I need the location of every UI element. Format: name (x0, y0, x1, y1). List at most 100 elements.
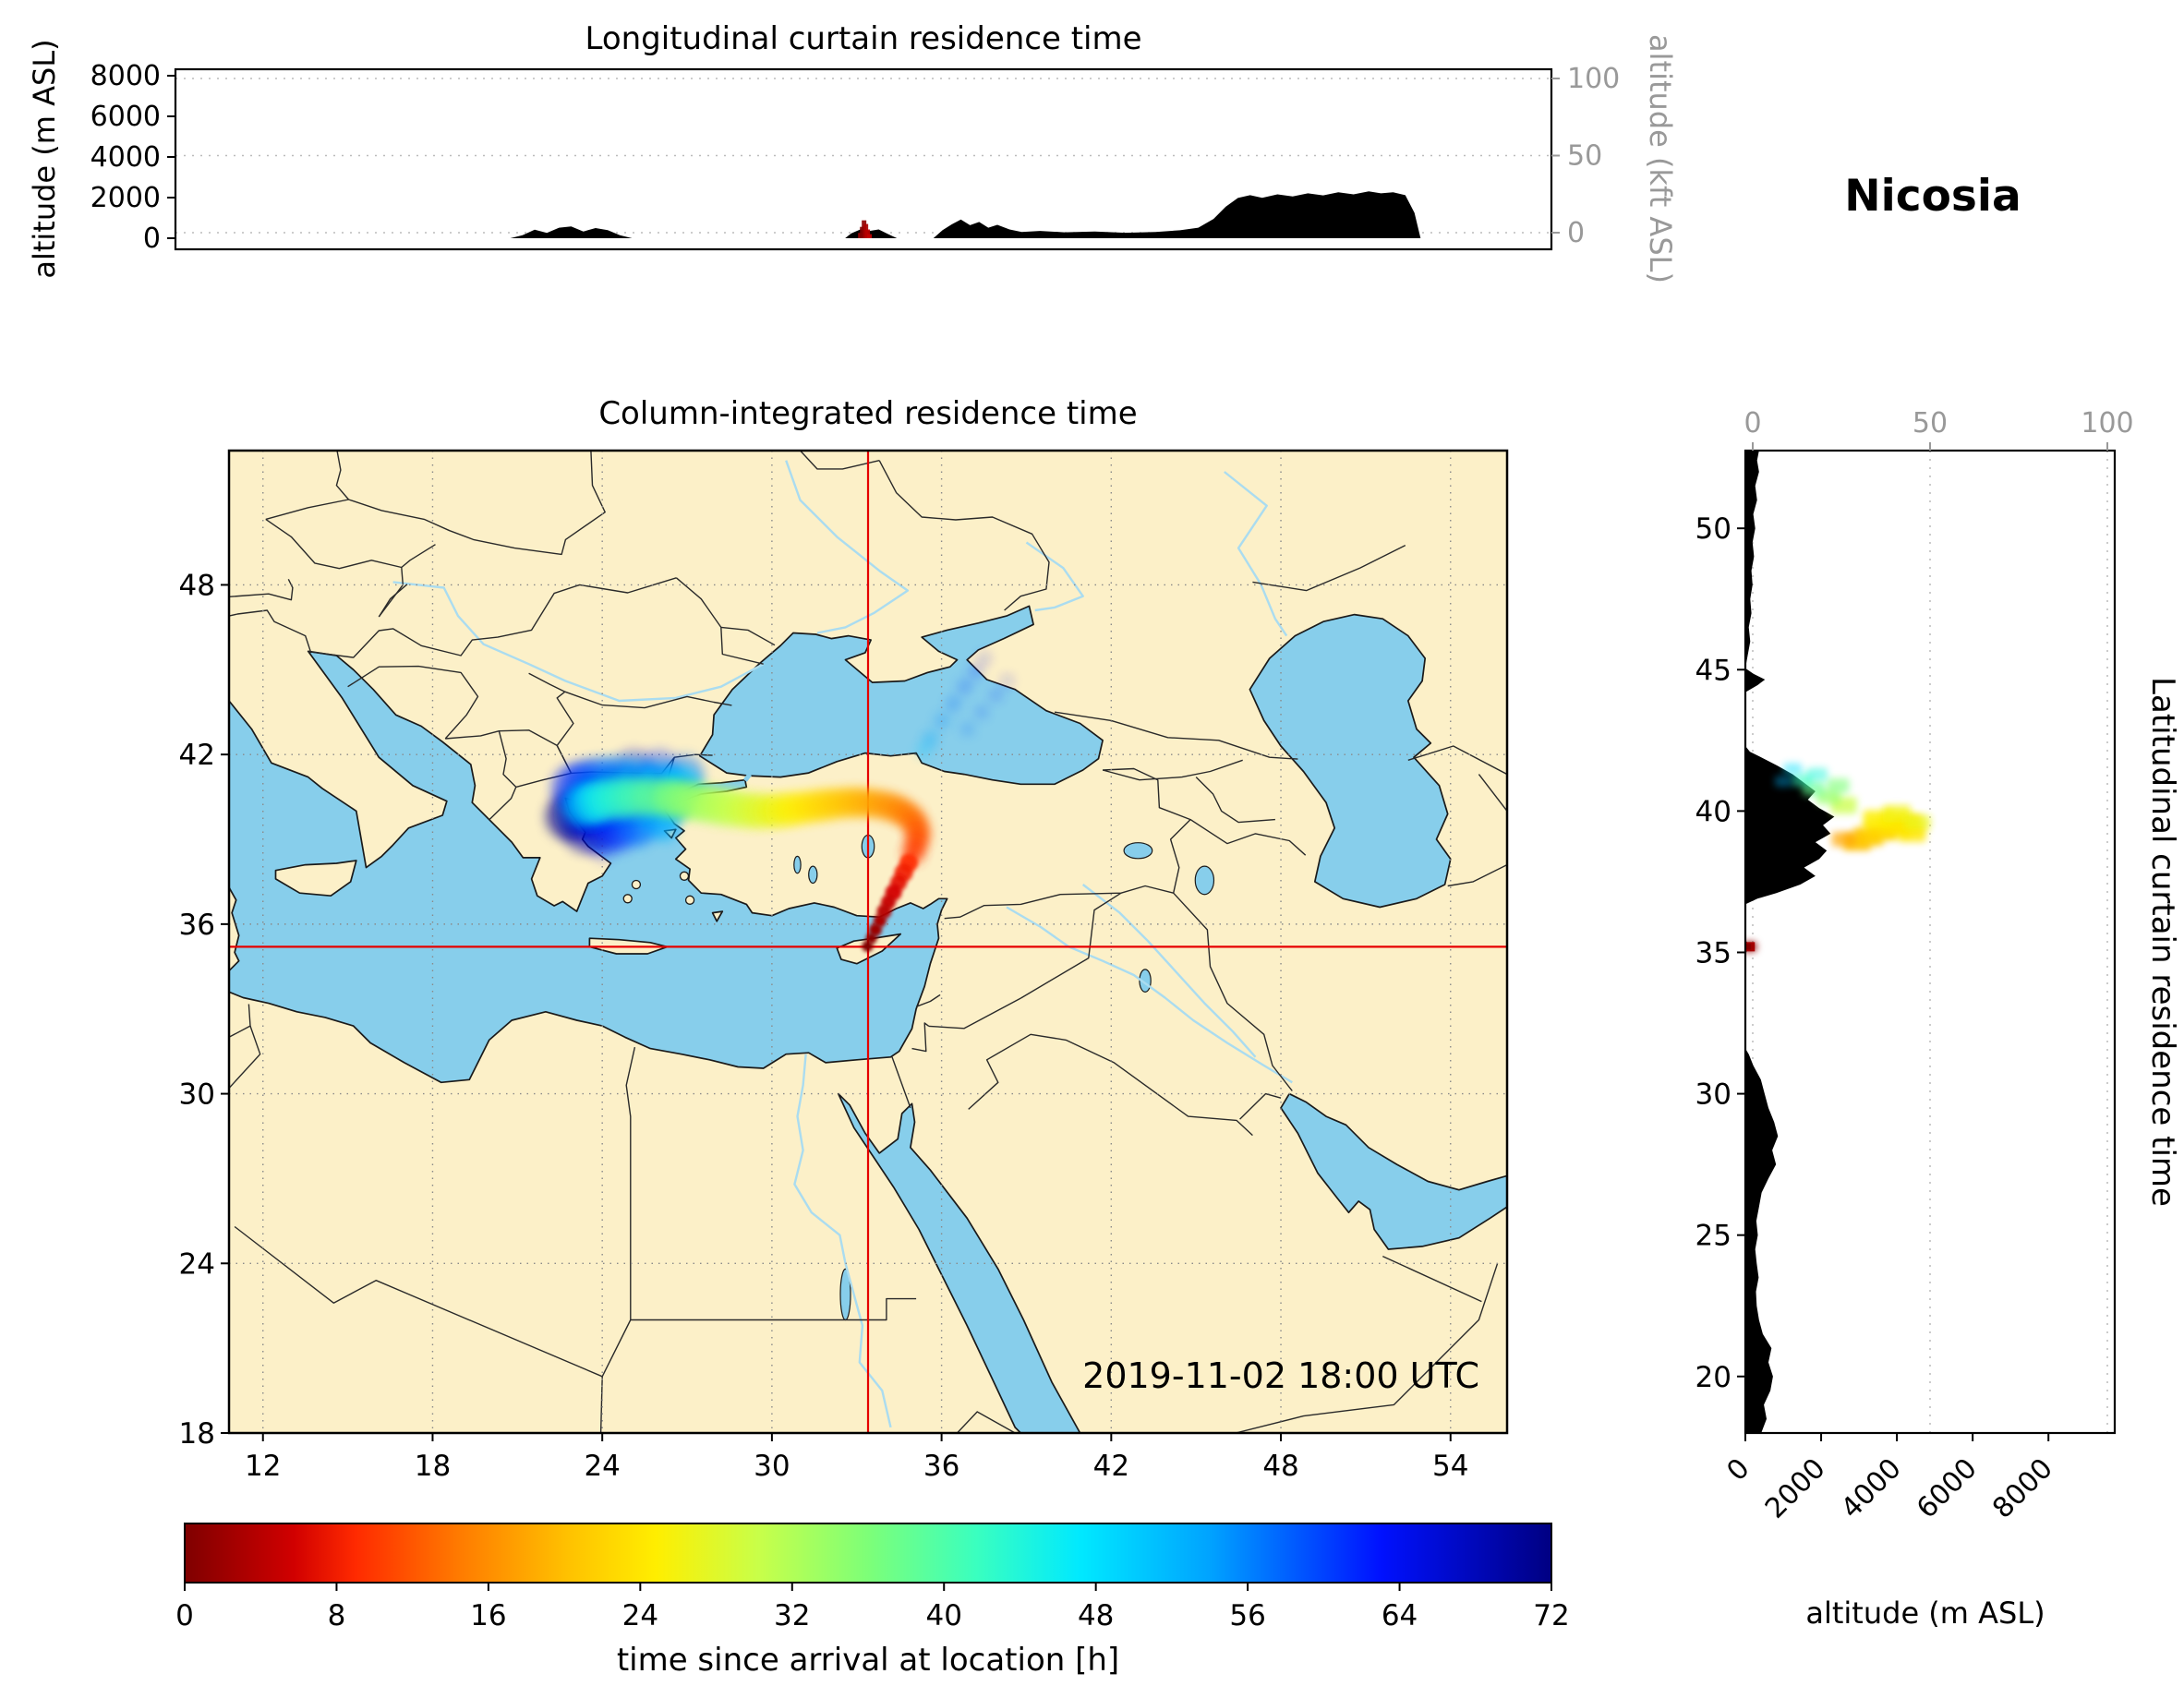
country-border (1020, 892, 1122, 999)
river (785, 460, 910, 634)
tick-label: 20 (1695, 1361, 1732, 1394)
latitudinal-terrain-profile (1745, 451, 1835, 1433)
island-rhodes (711, 910, 724, 922)
tick-label: 64 (1382, 1599, 1418, 1632)
plume-point (935, 713, 950, 729)
country-border (1054, 711, 1298, 760)
country-border (928, 997, 1021, 1030)
country-border (1102, 759, 1243, 781)
island-dot (679, 871, 690, 881)
tick-label: 42 (1093, 1450, 1129, 1483)
curtain-blob (1831, 832, 1856, 848)
tick-label: 36 (179, 909, 215, 942)
latitudinal-terrain-group (1745, 451, 1931, 1433)
river (1224, 471, 1288, 637)
tick-label: 50 (1695, 512, 1732, 546)
tick-label: 25 (1695, 1220, 1732, 1253)
tick-label: 8000 (1986, 1452, 2059, 1525)
tick-label: 45 (1695, 654, 1732, 687)
country-border (1173, 892, 1293, 1091)
country-border (308, 577, 677, 658)
curtain-blob (1775, 776, 1792, 788)
country-border (528, 672, 732, 709)
country-border (1239, 1092, 1282, 1120)
latitudinal-curtain-title: Latitudinal curtain residence time (2144, 677, 2181, 1207)
colorbar-label: time since arrival at location [h] (616, 1642, 1120, 1679)
tick-label: 32 (774, 1599, 810, 1632)
tick-label: 42 (179, 739, 215, 772)
plume-point (960, 722, 974, 736)
longitudinal-curtain-ylabel: altitude (m ASL) (27, 39, 62, 279)
country-border (1195, 777, 1275, 824)
map-panel (229, 451, 1507, 1433)
tick-label: 18 (415, 1450, 451, 1483)
longitudinal-terrain-group (175, 191, 1551, 238)
longitudinal-curtain-ylabel-right: altitude (kft ASL) (1643, 34, 1678, 283)
country-border (229, 1025, 261, 1089)
tick-label: 40 (925, 1599, 961, 1632)
country-border (1235, 1263, 1499, 1433)
tick-label: 48 (179, 569, 215, 602)
page-title: Nicosia (1844, 171, 2021, 222)
tick-label: 6000 (1911, 1452, 1984, 1525)
tick-label: 2000 (1759, 1452, 1832, 1525)
release-mark (865, 229, 871, 238)
river (1081, 884, 1257, 1058)
plume-point (975, 705, 989, 719)
map-datetime-label: 2019-11-02 18:00 UTC (1082, 1355, 1479, 1396)
tick-label: 40 (1695, 795, 1732, 828)
tick-label: 0 (1567, 217, 1585, 249)
country-border (1407, 745, 1507, 776)
tick-label: 8000 (90, 60, 161, 92)
tick-label: 50 (1567, 140, 1602, 173)
country-border (378, 584, 408, 618)
country-border (229, 578, 294, 601)
curtain-blob (1827, 777, 1850, 793)
country-border (1478, 774, 1507, 812)
tick-label: 2000 (90, 182, 161, 214)
plume-point (968, 663, 983, 679)
latitudinal-curtain-panel (1745, 451, 2115, 1433)
island-sicily (274, 860, 357, 897)
river (1006, 906, 1293, 1084)
lake (1123, 842, 1153, 860)
country-border (915, 994, 941, 1007)
country-border (401, 544, 436, 569)
tick-label: 0 (1720, 1452, 1756, 1487)
tick-label: 24 (622, 1599, 658, 1632)
country-border (234, 1225, 603, 1378)
country-border (445, 730, 517, 821)
sea-red_sea (837, 1092, 1081, 1433)
curtain-blob (1883, 805, 1912, 823)
country-border (720, 626, 776, 646)
panel-spine (174, 67, 1553, 251)
tick-label: 48 (1078, 1599, 1114, 1632)
curtain-blob (1745, 942, 1756, 952)
colorbar (184, 1523, 1552, 1584)
residence-time-plume (545, 652, 1014, 952)
tick-label: 100 (1567, 63, 1620, 95)
map-title: Column-integrated residence time (598, 395, 1138, 432)
sea-persian_gulf (1280, 1092, 1507, 1250)
tick-label: 8 (328, 1599, 346, 1632)
country-border (265, 518, 404, 618)
country-border (1189, 819, 1307, 856)
country-border (347, 665, 479, 740)
river (392, 581, 765, 703)
strait (742, 773, 752, 782)
country-border (799, 451, 880, 470)
island-dot (684, 895, 695, 905)
curtain-blob (1783, 763, 1803, 775)
island-dot (631, 879, 642, 890)
tick-label: 35 (1695, 936, 1732, 969)
tick-label: 0 (143, 223, 161, 255)
plume-point (957, 679, 972, 694)
lake (808, 865, 818, 885)
river (793, 1054, 892, 1428)
country-border (968, 1033, 1253, 1137)
tick-label: 4000 (1835, 1452, 1908, 1525)
tick-label: 30 (179, 1078, 215, 1112)
island-dot (622, 894, 633, 904)
